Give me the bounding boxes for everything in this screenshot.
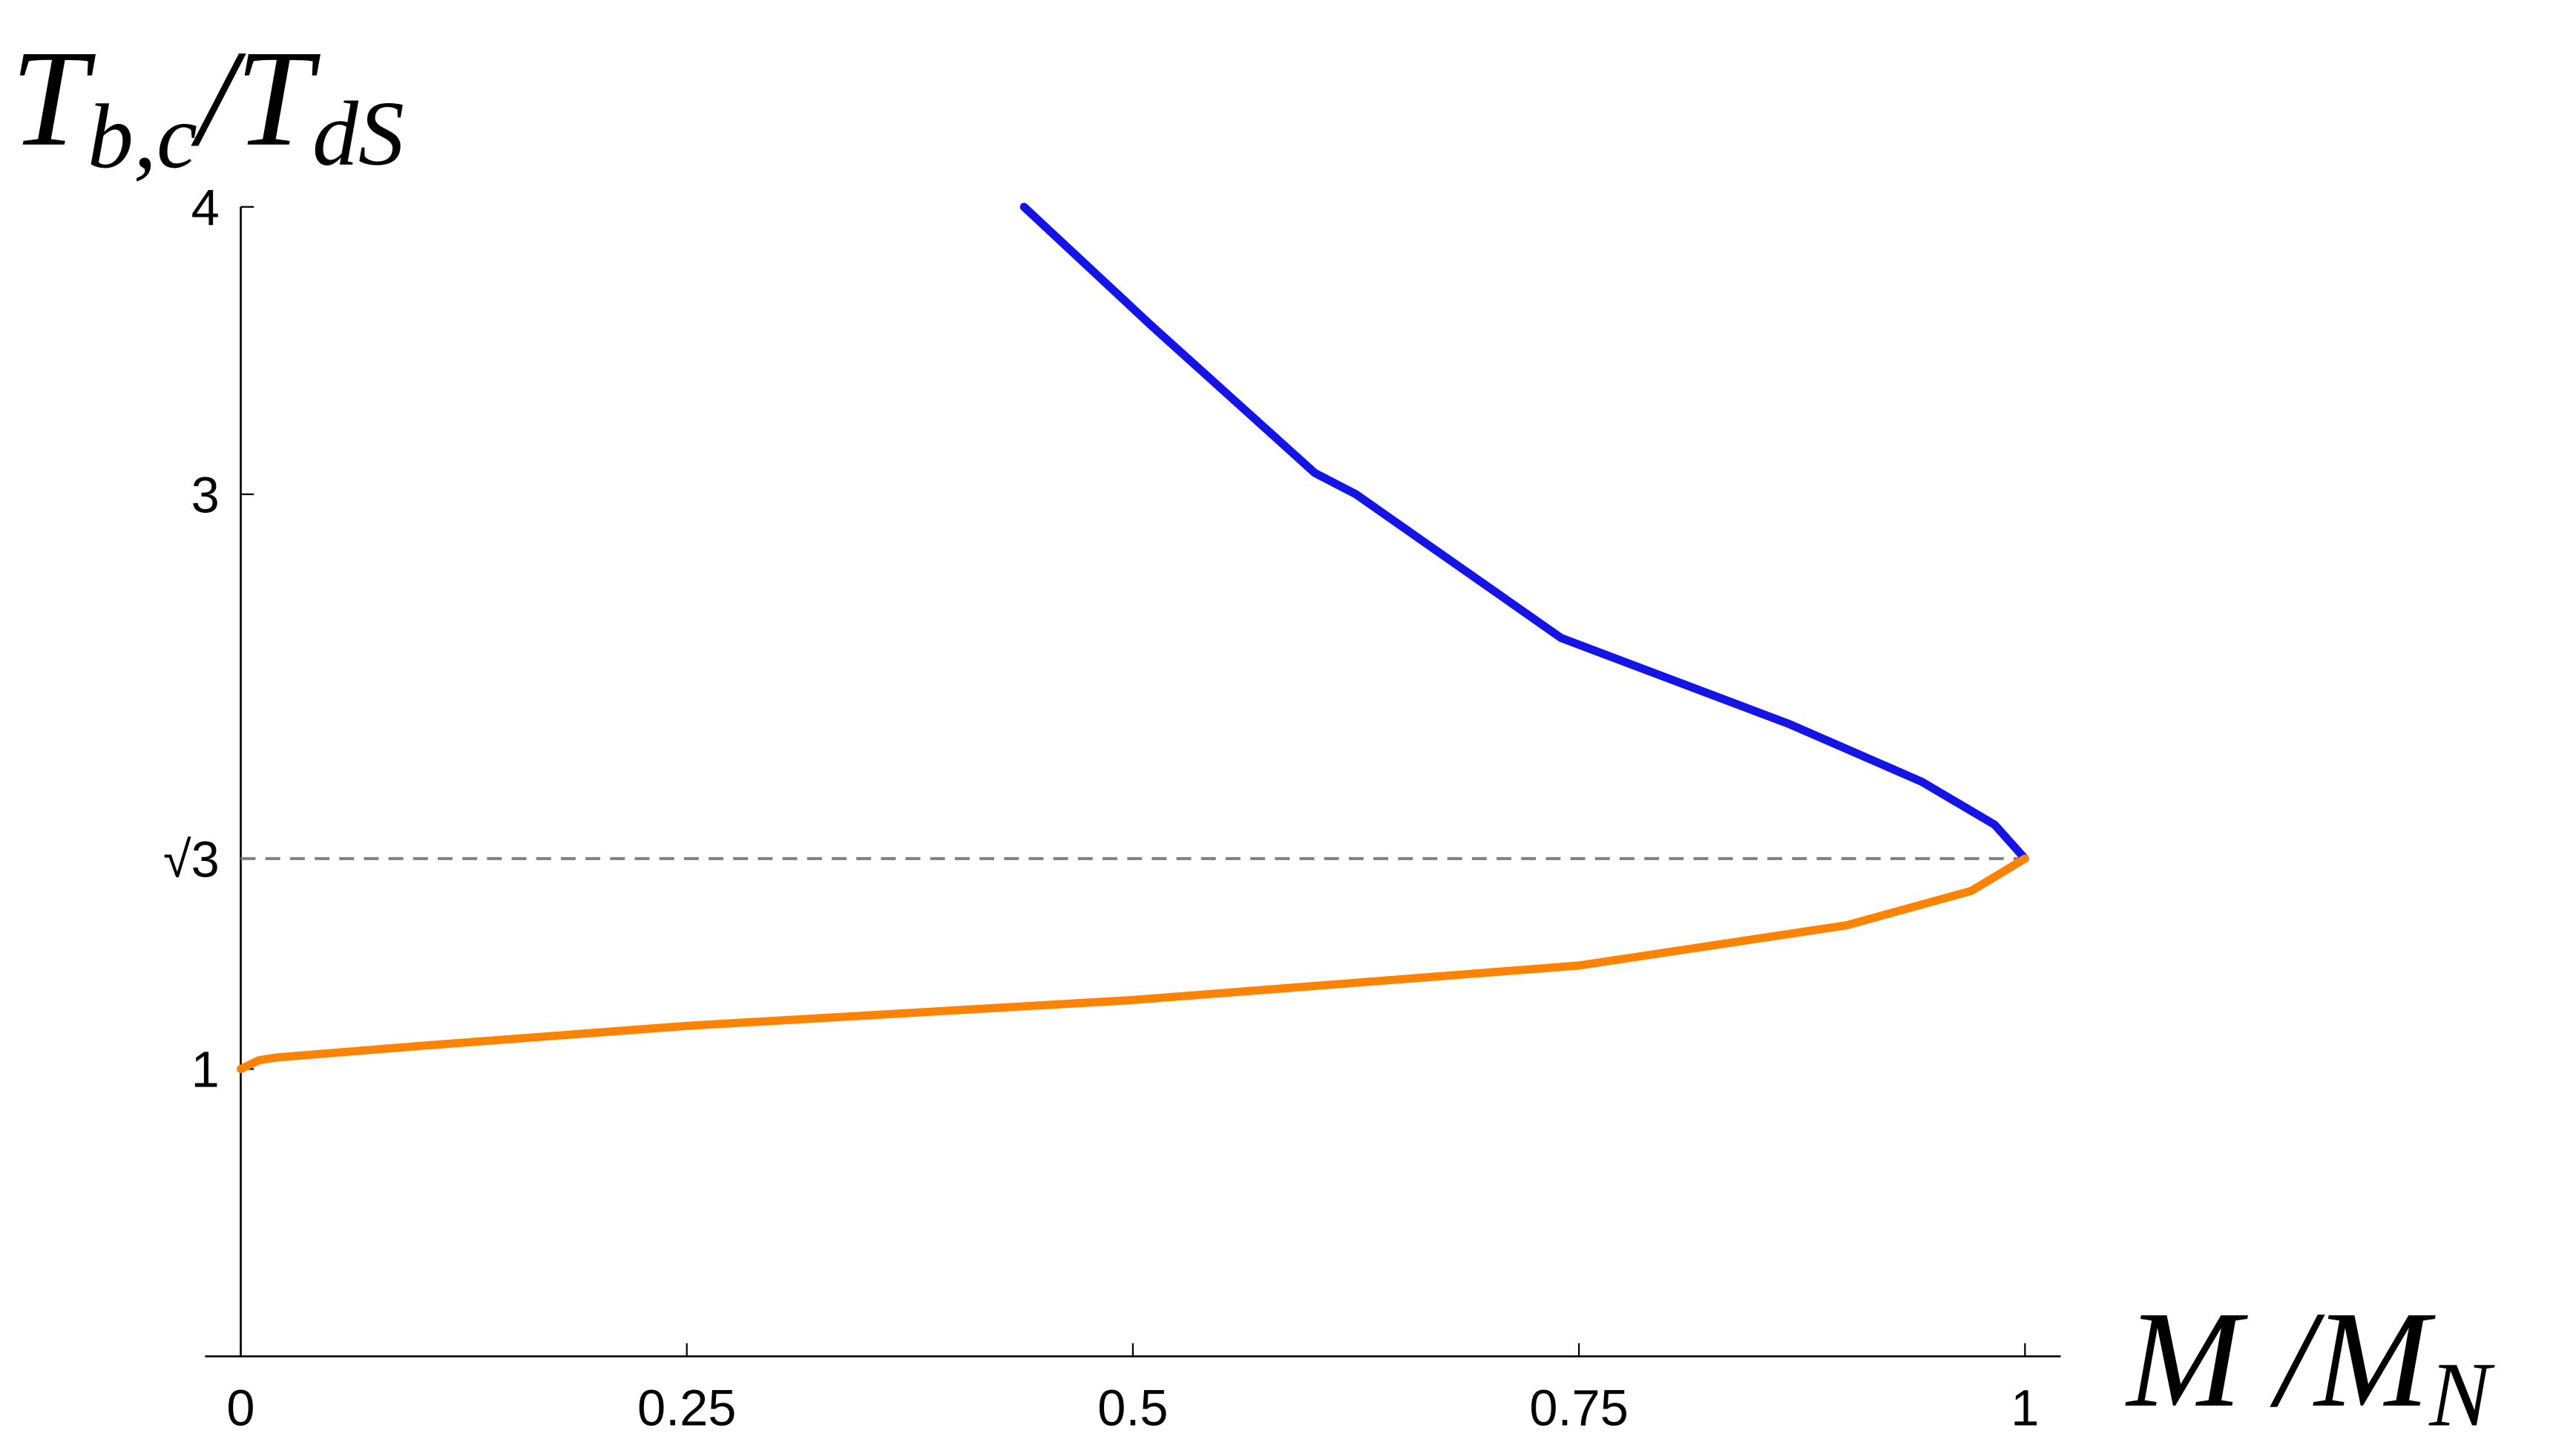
data-line — [236, 854, 2029, 1073]
x-axis-title: M /MN — [2125, 1283, 2496, 1445]
y-title-sub: dS — [312, 82, 404, 184]
x-title-sub: N — [2428, 1343, 2495, 1445]
x-title-part: M /M — [2125, 1283, 2437, 1436]
x-tick-label: 1 — [2011, 1379, 2039, 1436]
x-tick-label: 0.75 — [1529, 1379, 1628, 1436]
y-tick-label: 1 — [191, 1041, 220, 1098]
x-tick-label: 0 — [226, 1379, 254, 1436]
data-line — [1019, 203, 2029, 863]
y-title-part: T — [11, 22, 96, 175]
x-tick-label: 0.5 — [1097, 1379, 1168, 1436]
y-tick-label: 4 — [191, 179, 220, 236]
y-title-part: /T — [191, 22, 321, 175]
x-tick-label: 0.25 — [637, 1379, 736, 1436]
y-axis-title: Tb,c/TdS — [11, 22, 404, 188]
y-title-sub: b,c — [88, 86, 197, 188]
y-tick-label: 3 — [191, 466, 220, 523]
y-tick-label: √3 — [163, 830, 220, 888]
